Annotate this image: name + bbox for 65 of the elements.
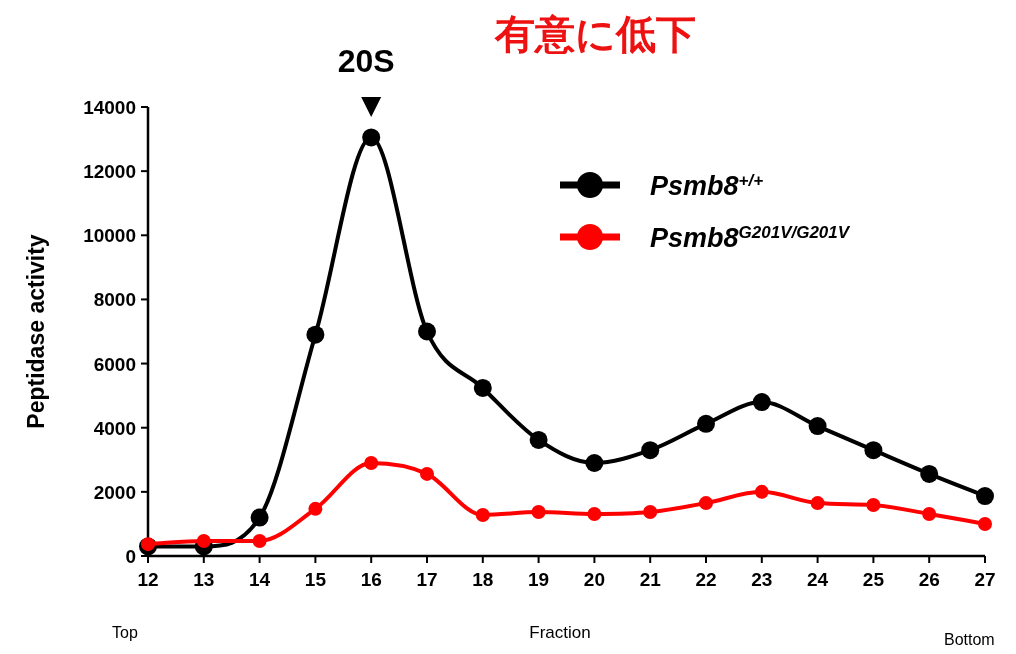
annotation: Bottom	[944, 631, 995, 648]
y-tick-label: 0	[125, 546, 136, 567]
y-tick-label: 4000	[93, 417, 136, 439]
point	[420, 466, 434, 481]
y-tick-label: 14000	[83, 97, 136, 118]
point	[587, 506, 602, 521]
y-tick-label: 8000	[93, 289, 136, 311]
x-axis-title: Fraction	[529, 623, 591, 642]
annotation: Top	[112, 624, 138, 641]
point	[697, 414, 715, 433]
point	[808, 417, 827, 436]
point	[531, 505, 546, 520]
x-tick-label: 22	[695, 569, 717, 590]
point	[866, 498, 881, 513]
x-tick-label: 17	[416, 569, 438, 590]
y-tick-label: 6000	[93, 353, 136, 375]
point	[643, 505, 658, 520]
point	[754, 484, 769, 499]
x-tick-label: 18	[472, 569, 494, 590]
x-tick-label: 23	[751, 569, 773, 590]
x-tick-label: 21	[639, 569, 662, 590]
x-tick-label: 24	[807, 569, 829, 590]
point	[641, 441, 660, 460]
x-tick-label: 12	[137, 569, 159, 590]
legend-label: Psmb8$^{+/+}$	[650, 170, 764, 201]
x-tick-label: 26	[918, 569, 940, 590]
y-tick-label: 2000	[93, 481, 136, 503]
point	[922, 506, 937, 521]
point	[475, 507, 490, 522]
point	[529, 430, 548, 449]
y-tick-label: 10000	[83, 225, 136, 247]
annotation: 20S	[337, 43, 395, 117]
chart-title: 有意に低下	[493, 12, 696, 56]
point	[752, 393, 771, 412]
legend-item: Psmb8$^{G201V/G201V}$	[560, 222, 850, 253]
point	[418, 322, 436, 341]
x-tick-label: 27	[974, 569, 996, 590]
annotation: 20S	[337, 43, 395, 79]
x-tick-label: 20	[583, 569, 605, 590]
y-axis-title: Peptidase activity	[23, 234, 49, 429]
point	[308, 501, 323, 516]
point	[864, 441, 883, 460]
point	[250, 508, 269, 527]
x-tick-label: 14	[249, 569, 271, 590]
point	[141, 537, 155, 552]
x-tick-label: 13	[193, 569, 215, 590]
x-tick-label: 25	[862, 569, 885, 590]
y-tick-label: 12000	[83, 161, 136, 183]
point	[306, 325, 325, 344]
point	[473, 378, 492, 397]
legend-label: Psmb8$^{G201V/G201V}$	[650, 222, 851, 253]
point	[920, 464, 939, 483]
point	[362, 128, 381, 147]
point	[252, 533, 267, 548]
legend-item: Psmb8$^{+/+}$	[560, 170, 764, 201]
point	[364, 455, 379, 470]
point	[810, 496, 825, 511]
x-tick-label: 19	[528, 569, 550, 590]
point	[978, 516, 992, 531]
x-tick-label: 15	[304, 569, 327, 590]
point	[976, 487, 994, 506]
x-tick-label: 16	[360, 569, 382, 590]
point	[196, 533, 211, 548]
point	[699, 496, 713, 511]
point	[585, 453, 604, 472]
